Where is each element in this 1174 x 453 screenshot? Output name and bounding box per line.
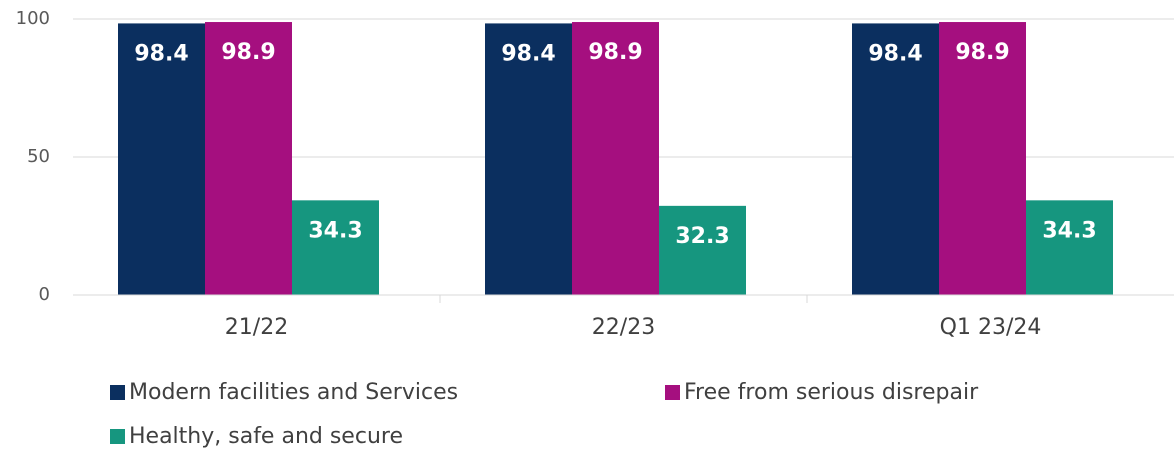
y-tick-label: 50 — [27, 146, 50, 167]
bar — [659, 205, 746, 295]
y-tick-label: 100 — [16, 8, 50, 29]
y-tick-label: 0 — [39, 284, 50, 305]
value-label: 34.3 — [1042, 218, 1096, 243]
value-label: 98.9 — [221, 40, 275, 65]
bar — [205, 22, 292, 295]
legend-label: Free from serious disrepair — [684, 380, 979, 405]
legend-swatch — [665, 385, 680, 400]
bar — [852, 23, 939, 295]
bar — [118, 23, 205, 295]
bar — [572, 22, 659, 295]
value-label: 98.4 — [501, 41, 555, 66]
value-label: 98.9 — [955, 40, 1009, 65]
legend-label: Healthy, safe and secure — [129, 424, 403, 449]
legend-swatch — [110, 385, 125, 400]
bar — [485, 23, 572, 295]
legend-label: Modern facilities and Services — [129, 380, 458, 405]
bar — [1026, 200, 1113, 295]
x-tick-label: Q1 23/24 — [940, 315, 1042, 340]
value-label: 98.4 — [868, 41, 922, 66]
x-tick-label: 22/23 — [592, 315, 655, 340]
bar — [292, 200, 379, 295]
value-label: 98.4 — [134, 41, 188, 66]
value-label: 98.9 — [588, 40, 642, 65]
value-label: 32.3 — [675, 224, 729, 249]
legend-swatch — [110, 429, 125, 444]
x-tick-label: 21/22 — [225, 315, 288, 340]
value-label: 34.3 — [308, 218, 362, 243]
bar — [939, 22, 1026, 295]
